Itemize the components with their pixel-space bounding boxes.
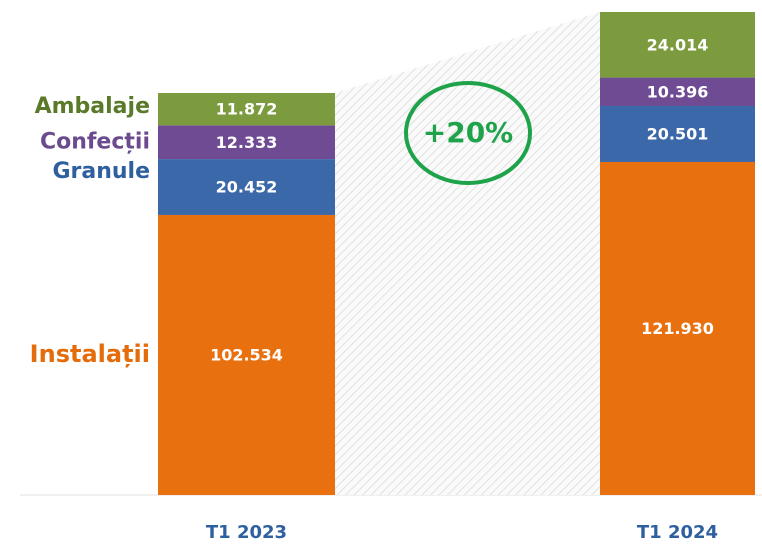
- series-label: Ambalaje: [35, 94, 150, 119]
- value-label: 12.333: [216, 133, 278, 152]
- value-label: 20.452: [216, 178, 278, 197]
- value-label: 10.396: [647, 82, 709, 101]
- bar-segment: [600, 161, 755, 495]
- annotation-circle: [404, 81, 532, 185]
- value-label: 102.534: [210, 345, 283, 364]
- x-tick-label: T1 2024: [637, 522, 718, 543]
- bar-segment: [600, 105, 755, 162]
- bar-segment: [158, 92, 335, 126]
- value-label: 121.930: [641, 319, 714, 338]
- x-tick-label: T1 2023: [206, 522, 287, 543]
- value-label: 11.872: [216, 100, 278, 119]
- series-label: Granule: [52, 159, 150, 184]
- series-label: Instalații: [30, 340, 150, 368]
- annotation: +20%: [423, 116, 513, 149]
- bar-segment: [158, 214, 335, 495]
- bar-segment: [158, 125, 335, 160]
- value-label: 24.014: [647, 35, 709, 54]
- bar-segment: [158, 159, 335, 215]
- growth-area: [335, 12, 600, 495]
- bar-segment: [600, 77, 755, 106]
- value-label: 20.501: [647, 124, 709, 143]
- series-label: Confecții: [40, 129, 150, 154]
- bar-segment: [600, 12, 755, 78]
